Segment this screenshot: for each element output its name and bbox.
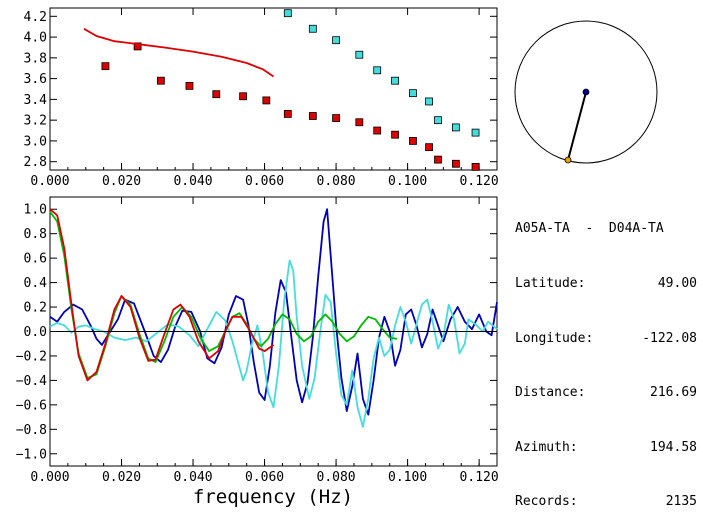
data-point [425, 143, 433, 152]
y-tick-label: −0.2 [16, 349, 47, 364]
x-tick-label: 0.120 [460, 174, 499, 189]
series-line [49, 259, 498, 428]
data-point [332, 114, 340, 122]
info-azimuth-row: Azimuth: 194.58 [515, 439, 697, 457]
x-tick-label: 0.040 [173, 470, 212, 485]
y-tick-label: 0.8 [24, 227, 47, 242]
data-point [391, 76, 399, 85]
series-line [49, 208, 275, 382]
data-point [425, 97, 433, 106]
y-tick-label: −0.4 [16, 374, 47, 389]
data-point [355, 118, 364, 127]
series-line [49, 208, 498, 416]
plot-frame [49, 7, 498, 171]
x-tick-label: 0.100 [388, 470, 427, 485]
data-point [156, 76, 165, 85]
info-value: -122.08 [642, 330, 697, 346]
info-value: 194.58 [650, 439, 697, 455]
info-value: 216.69 [650, 385, 697, 401]
x-tick-label: 0.120 [460, 470, 499, 485]
y-tick-label: 0.0 [24, 325, 47, 340]
data-point [409, 137, 417, 145]
center-station-dot [582, 88, 590, 96]
data-point [451, 123, 460, 132]
y-tick-label: −1.0 [16, 447, 47, 462]
info-label: Longitude: [515, 330, 594, 346]
x-tick-label: 0.080 [317, 174, 356, 189]
data-point [434, 155, 442, 164]
y-tick-label: 0.2 [24, 301, 47, 316]
x-tick-label: 0.100 [388, 174, 427, 189]
info-label: Distance: [515, 385, 586, 401]
data-point [308, 112, 317, 120]
y-tick-label: 2.8 [24, 155, 47, 170]
x-tick-label: 0.080 [317, 470, 356, 485]
data-point [434, 116, 442, 125]
data-point [373, 126, 382, 135]
data-point [283, 110, 292, 118]
x-tick-label: 0.040 [173, 174, 212, 189]
data-point [471, 162, 480, 171]
x-tick-label: 0.020 [102, 470, 141, 485]
y-tick-label: −0.8 [16, 423, 47, 438]
y-tick-label: 0.4 [24, 276, 48, 291]
info-value: 49.00 [657, 276, 697, 291]
y-tick-label: 3.6 [24, 72, 47, 87]
x-tick-label: 0.000 [30, 174, 69, 189]
info-value: 2135 [665, 494, 697, 510]
data-point [239, 92, 248, 101]
info-title: A05A-TA - D04A-TA [515, 221, 664, 237]
dispersion-chart: 0.000 0.020 0.040 0.060 0.080 0.100 0.120 2.8 3.… [16, 7, 658, 508]
info-label: Azimuth: [515, 439, 578, 455]
y-tick-label: 1.0 [24, 203, 47, 218]
data-point [355, 50, 364, 59]
data-point [185, 81, 194, 90]
x-tick-label: 0.020 [102, 174, 141, 189]
y-tick-label: 0.6 [24, 252, 47, 267]
y-tick-label: 3.0 [24, 134, 47, 149]
data-point [101, 62, 110, 71]
data-point [133, 42, 142, 51]
data-point [283, 9, 292, 18]
data-point [409, 89, 417, 98]
data-point [262, 96, 271, 105]
station-path-line [567, 91, 587, 161]
info-distance-row: Distance: 216.69 [515, 384, 697, 402]
y-tick-label: 4.2 [24, 10, 47, 25]
edge-station-dot [564, 156, 572, 164]
series-line [83, 28, 275, 78]
y-tick-label: 3.8 [24, 51, 47, 66]
info-records-row: Records: 2135 [515, 493, 697, 511]
data-point [451, 159, 460, 168]
y-tick-label: −0.6 [16, 398, 47, 413]
station-info-panel: A05A-TA - D04A-TA Latitude: 49.00 Longitu… [515, 184, 697, 530]
data-point [373, 66, 382, 75]
data-point [391, 130, 399, 139]
info-longitude-row: Longitude: -122.08 [515, 330, 697, 348]
info-label: Latitude: [515, 276, 586, 291]
x-tick-label: 0.000 [30, 470, 69, 485]
x-tick-label: 0.060 [245, 470, 284, 485]
y-tick-label: 4.0 [24, 31, 47, 46]
data-point [471, 128, 480, 137]
data-point [332, 36, 340, 45]
data-point [212, 90, 221, 99]
x-axis-label: frequency (Hz) [193, 486, 353, 508]
x-tick-label: 0.060 [245, 174, 284, 189]
y-tick-label: 3.4 [24, 93, 48, 108]
map-circle [514, 20, 658, 164]
station-map [514, 20, 658, 164]
info-label: Records: [515, 494, 578, 510]
info-latitude-row: Latitude: 49.00 [515, 275, 697, 293]
data-point [308, 24, 317, 33]
y-tick-label: 3.2 [24, 114, 47, 129]
